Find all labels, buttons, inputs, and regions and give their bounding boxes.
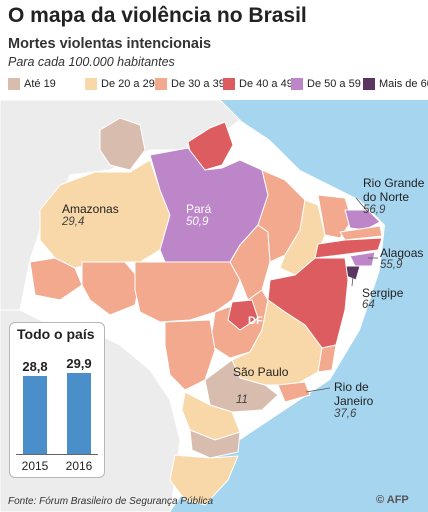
bar-value-label-2016: 29,9 <box>66 355 92 371</box>
leader-line-sergipe <box>351 275 354 287</box>
unit-note: Para cada 100.000 habitantes <box>8 55 175 69</box>
legend-label: Mais de 60 <box>379 78 428 90</box>
leader-line-rio <box>305 387 331 393</box>
label-amazonas: Amazonas <box>62 202 119 216</box>
value-para: 50,9 <box>186 216 209 228</box>
legend-swatch <box>291 78 303 90</box>
bar-2015 <box>23 375 47 454</box>
map-subtitle: Mortes violentas intencionais <box>8 36 212 52</box>
legend-item-mais-60: Mais de 60 <box>363 76 428 92</box>
state-rondonia <box>81 261 141 316</box>
ocean <box>170 100 428 512</box>
state-maranhao <box>257 169 306 263</box>
label-sergipe: Sergipe <box>362 286 404 300</box>
label-rio-grande-do-norte: Rio Grande do Norte <box>363 176 425 204</box>
state-rio-grande-do-norte <box>344 209 381 231</box>
bar-2016 <box>67 372 91 454</box>
legend-item-30-39: De 30 a 39 <box>155 76 225 92</box>
value-sergipe: 64 <box>362 299 375 311</box>
legend-swatch <box>8 78 20 90</box>
legend-label: De 50 a 59 <box>307 78 361 90</box>
source-note: Fonte: Fórum Brasileiro de Segurança Púb… <box>8 496 214 507</box>
value-sao-paulo: 11 <box>236 394 248 406</box>
value-rio-de-janeiro: 37,6 <box>334 408 357 420</box>
label-sao-paulo: São Paulo <box>233 365 289 379</box>
state-paraiba <box>339 225 383 241</box>
legend-item-50-59: De 50 a 59 <box>291 76 361 92</box>
inset-title: Todo o país <box>17 326 95 342</box>
state-alagoas <box>349 251 376 267</box>
legend-swatch <box>155 78 167 90</box>
legend-item-20-29: De 20 a 29 <box>85 76 155 92</box>
value-alagoas: 55,9 <box>380 259 403 271</box>
label-alagoas: Alagoas <box>380 246 424 260</box>
label-df: DF <box>248 315 263 327</box>
leader-line-rn <box>355 197 369 213</box>
state-ceara <box>317 194 353 239</box>
credit-text: AFP <box>386 494 409 506</box>
value-amazonas: 29,4 <box>62 216 85 228</box>
legend-label: De 30 a 39 <box>171 78 225 90</box>
inset-baseline <box>16 454 98 455</box>
bar-year-label-2016: 2016 <box>65 459 93 473</box>
label-rio-de-janeiro: Rio de Janeiro <box>334 380 374 408</box>
state-espirito-santo <box>317 344 337 373</box>
national-inset: Todo o país 28,8 29,9 2015 2016 <box>9 322 105 478</box>
afp-logo: © AFP <box>376 494 409 506</box>
bar-year-label-2015: 2015 <box>21 459 49 473</box>
bar-value-label-2015: 28,8 <box>22 358 48 374</box>
legend-label: De 20 a 29 <box>101 78 155 90</box>
legend-label: De 40 a 49 <box>239 78 293 90</box>
state-df <box>227 299 259 331</box>
state-rio-de-janeiro <box>277 381 311 403</box>
label-para: Pará <box>186 202 212 216</box>
map-title: O mapa da violência no Brasil <box>8 4 307 27</box>
state-roraima <box>99 117 146 171</box>
legend-item-ate-19: Até 19 <box>8 76 56 92</box>
state-mato-grosso-do-sul <box>164 319 216 391</box>
legend-item-40-49: De 40 a 49 <box>223 76 293 92</box>
legend-swatch <box>223 78 235 90</box>
legend: Até 19 De 20 a 29 De 30 a 39 De 40 a 49 … <box>8 76 428 92</box>
state-rio-grande-do-sul <box>169 454 239 506</box>
value-rio-grande-do-norte: 56,9 <box>363 204 386 216</box>
legend-swatch <box>363 78 375 90</box>
state-santa-catarina <box>189 429 241 459</box>
legend-swatch <box>85 78 97 90</box>
legend-label: Até 19 <box>24 78 56 90</box>
